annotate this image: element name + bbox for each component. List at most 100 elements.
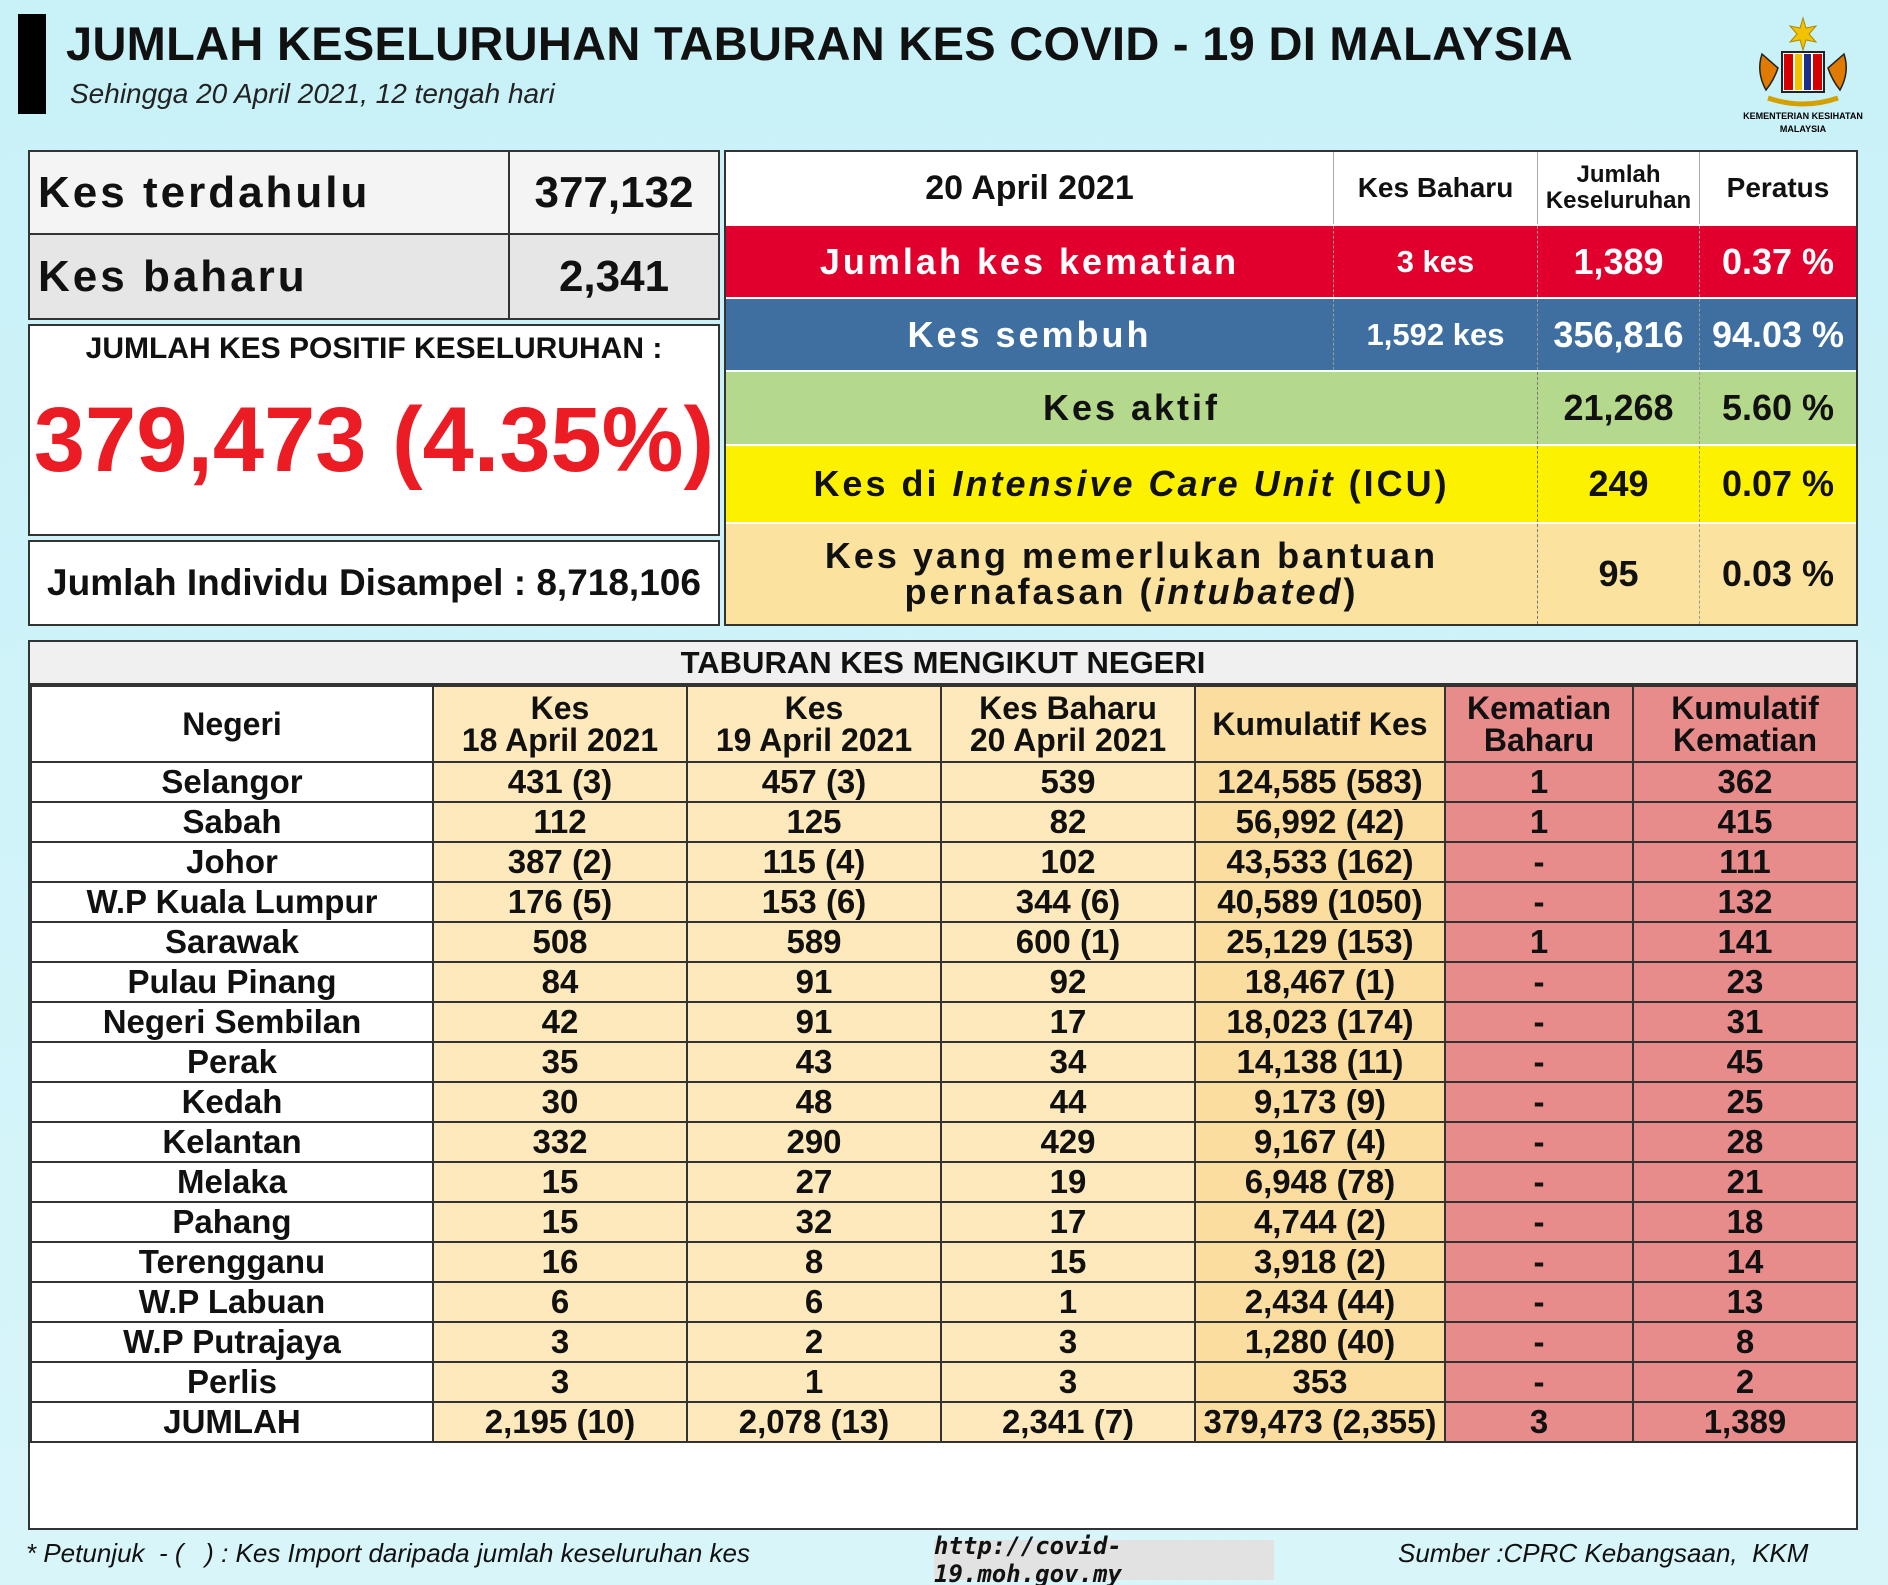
cases-19-april: 91 [686,1001,942,1043]
deaths-total: 1,389 [1538,226,1700,297]
cases-19-april: 290 [686,1121,942,1163]
cases-20-april: 15 [940,1241,1196,1283]
state-name: Terengganu [30,1241,434,1283]
header-20-april-line1: Kes Baharu [979,690,1157,726]
table-row: Perak 35 43 34 14,138 (11) -45 [30,1041,1858,1083]
intubated-percent: 0.03 % [1721,553,1835,594]
cumulative-cases: 124,585 (583) [1194,761,1446,803]
cumulative-cases: 379,473 (2,355) [1194,1401,1446,1443]
cumulative-deaths: 8 [1632,1321,1858,1363]
cases-18-april: 15 [432,1161,688,1203]
cases-18-april: 16 [432,1241,688,1283]
footnote: * Petunjuk - ( ) : Kes Import daripada j… [26,1538,751,1568]
state-name: Pahang [30,1201,434,1243]
intubated-label-line2: pernafasan (intubated) [904,574,1358,610]
cumulative-deaths: 415 [1632,801,1858,843]
cumulative-cases: 14,138 (11) [1194,1041,1446,1083]
cumulative-deaths: 111 [1632,841,1858,883]
intubated-label-italic: intubated [1154,571,1344,612]
cumulative-cases: 43,533 (162) [1194,841,1446,883]
ministry-logo: KEMENTERIAN KESIHATAN MALAYSIA [1728,14,1878,138]
header-cumulative: Kumulatif Kes [1194,685,1446,763]
cumulative-cases: 4,744 (2) [1194,1201,1446,1243]
table-row: W.P Kuala Lumpur 176 (5) 153 (6) 344 (6) 40,… [30,881,1858,923]
cumulative-deaths: 18 [1632,1201,1858,1243]
state-name: Melaka [30,1161,434,1203]
new-deaths: 1 [1444,921,1634,963]
cumulative-cases: 3,918 (2) [1194,1241,1446,1283]
total-positive-title: JUMLAH KES POSITIF KESELURUHAN : [85,332,663,365]
cases-18-april: 3 [432,1361,688,1403]
intubated-label-line1: Kes yang memerlukan bantuan [824,535,1439,576]
cases-20-april: 34 [940,1041,1196,1083]
header-19-april-line1: Kes [784,690,844,726]
total-positive-box: JUMLAH KES POSITIF KESELURUHAN : 379,473… [28,324,720,536]
cumulative-deaths: 14 [1632,1241,1858,1283]
cases-19-april: 48 [686,1081,942,1123]
cases-19-april: 2,078 (13) [686,1401,942,1443]
intubated-label: Kes yang memerlukan bantuan pernafasan (… [726,524,1538,624]
state-name: Pulau Pinang [30,961,434,1003]
summary-col-percent: Peratus [1726,172,1830,203]
cases-19-april: 125 [686,801,942,843]
state-name: JUMLAH [30,1401,434,1443]
cases-18-april: 15 [432,1201,688,1243]
title-accent-bar [18,14,46,114]
recovered-total: 356,816 [1538,299,1700,370]
cases-18-april: 2,195 (10) [432,1401,688,1443]
cases-19-april: 8 [686,1241,942,1283]
cases-19-april: 1 [686,1361,942,1403]
website-link[interactable]: http://covid-19.moh.gov.my [934,1532,1274,1585]
header-18-april-line2: 18 April 2021 [461,722,659,758]
state-name: Kedah [30,1081,434,1123]
state-name: Perak [30,1041,434,1083]
header-20-april: Kes Baharu 20 April 2021 [940,685,1196,763]
cases-19-april: 115 (4) [686,841,942,883]
cumulative-deaths: 25 [1632,1081,1858,1123]
total-row: JUMLAH 2,195 (10) 2,078 (13) 2,341 (7) 379,4… [30,1401,1858,1443]
cases-20-april: 3 [940,1321,1196,1363]
cases-20-april: 1 [940,1281,1196,1323]
new-deaths: - [1444,1241,1634,1283]
cases-20-april: 92 [940,961,1196,1003]
state-name: Kelantan [30,1121,434,1163]
cases-18-april: 387 (2) [432,841,688,883]
cases-20-april: 82 [940,801,1196,843]
cases-18-april: 42 [432,1001,688,1043]
new-cases-label: Kes baharu [38,251,308,301]
cumulative-deaths: 28 [1632,1121,1858,1163]
summary-row-recovered: Kes sembuh 1,592 kes 356,816 94.03 % [726,297,1856,370]
new-deaths: - [1444,1041,1634,1083]
sampled-box: Jumlah Individu Disampel : 8,718,106 [28,540,720,626]
cumulative-deaths: 362 [1632,761,1858,803]
cases-20-april: 600 (1) [940,921,1196,963]
state-name: Perlis [30,1361,434,1403]
cases-18-april: 84 [432,961,688,1003]
previous-cases-label: Kes terdahulu [38,167,371,217]
icu-total: 249 [1538,446,1700,522]
cumulative-cases: 56,992 (42) [1194,801,1446,843]
table-row: Perlis 3 1 3 353-2 [30,1361,1858,1403]
cases-19-april: 6 [686,1281,942,1323]
state-name: Sarawak [30,921,434,963]
cumulative-deaths: 23 [1632,961,1858,1003]
cases-20-april: 344 (6) [940,881,1196,923]
summary-header-row: 20 April 2021 Kes Baharu Jumlah Keseluru… [726,152,1856,224]
cases-20-april: 17 [940,1201,1196,1243]
active-label: Kes aktif [726,372,1538,444]
cumulative-cases: 40,589 (1050) [1194,881,1446,923]
cases-20-april: 44 [940,1081,1196,1123]
deaths-label: Jumlah kes kematian [726,226,1334,297]
cumulative-deaths: 1,389 [1632,1401,1858,1443]
sampled-individuals-text: Jumlah Individu Disampel : 8,718,106 [47,562,701,603]
icu-label-post: (ICU) [1335,463,1450,504]
table-row: Johor 387 (2) 115 (4) 102 43,533 (162) -111 [30,841,1858,883]
state-table-title: TABURAN KES MENGIKUT NEGERI [30,642,1856,685]
cases-18-april: 508 [432,921,688,963]
header-19-april-line2: 19 April 2021 [715,722,913,758]
icu-percent: 0.07 % [1721,463,1835,504]
cases-20-april: 3 [940,1361,1196,1403]
intubated-label-line2-post: ) [1343,571,1359,612]
table-row: W.P Putrajaya 3 2 3 1,280 (40) -8 [30,1321,1858,1363]
cumulative-deaths: 21 [1632,1161,1858,1203]
